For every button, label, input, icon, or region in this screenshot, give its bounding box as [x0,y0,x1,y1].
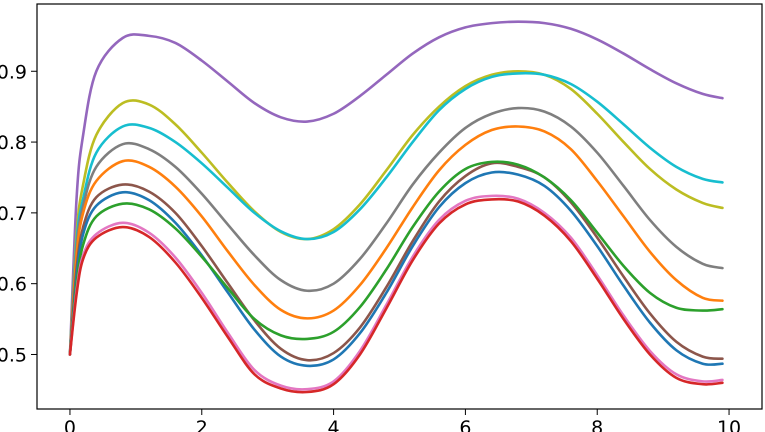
plot-area-frame [36,3,763,410]
series-group [68,20,724,394]
y-tick-label: 0.5 [0,344,27,366]
x-tick-label: 6 [459,417,471,432]
y-tick-label: 0.7 [0,203,27,225]
series-line-10 [68,197,724,394]
series-line-7 [68,170,724,368]
series-line-2 [68,69,724,356]
series-line-3 [68,71,724,356]
series-line-4 [68,106,724,356]
x-tick-label: 0 [64,417,76,432]
x-tick-label: 4 [328,417,340,432]
y-tick-label: 0.6 [0,274,27,296]
x-tick-label: 10 [717,417,741,432]
series-line-9 [68,194,724,391]
series-line-5 [68,125,724,356]
x-tick-label: 2 [196,417,208,432]
series-line-1 [68,20,724,356]
y-axis: 0.5 0.6 0.7 0.8 0.9 [0,61,37,366]
series-line-8 [68,160,724,356]
series-line-6 [68,161,724,362]
y-tick-label: 0.8 [0,132,27,154]
x-tick-label: 8 [591,417,603,432]
x-axis: 0 2 4 6 8 10 [64,409,741,432]
y-tick-label: 0.9 [0,61,27,83]
